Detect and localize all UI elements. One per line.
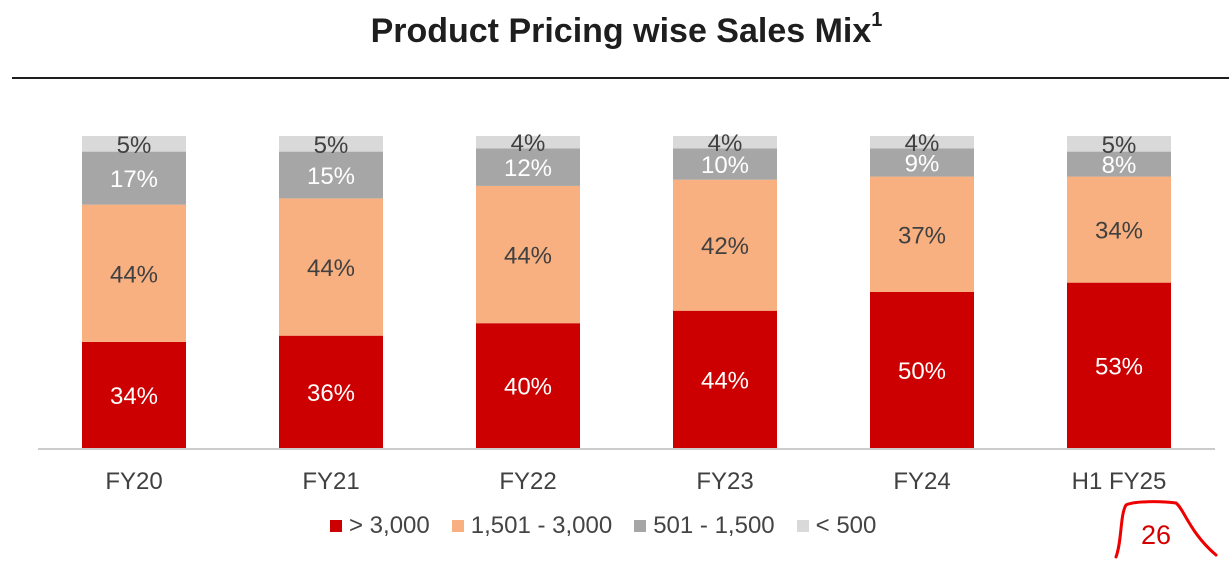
x-tick-label: FY22: [499, 468, 556, 495]
legend-swatch: [452, 520, 464, 532]
data-label: 34%: [1095, 218, 1143, 245]
data-label: 5%: [314, 132, 349, 159]
legend-swatch: [634, 520, 646, 532]
data-label: 44%: [701, 367, 749, 394]
data-label: 50%: [898, 358, 946, 385]
legend-item: 501 - 1,500: [634, 512, 774, 540]
legend-swatch: [330, 520, 342, 532]
data-label: 34%: [110, 383, 158, 410]
legend-item: > 3,000: [330, 512, 430, 540]
data-label: 4%: [708, 130, 743, 157]
legend-item: 1,501 - 3,000: [452, 512, 612, 540]
data-label: 37%: [898, 222, 946, 249]
data-label: 44%: [504, 243, 552, 270]
x-tick-label: FY20: [105, 468, 162, 495]
legend-label: 1,501 - 3,000: [471, 512, 612, 540]
page-number: 26: [1141, 520, 1171, 551]
stacked-bar-chart: 34%44%17%5%FY2036%44%15%5%FY2140%44%12%4…: [0, 0, 1229, 505]
data-label: 53%: [1095, 353, 1143, 380]
data-label: 44%: [110, 261, 158, 288]
x-tick-label: FY23: [696, 468, 753, 495]
legend-label: > 3,000: [349, 512, 430, 540]
data-label: 15%: [307, 163, 355, 190]
legend-item: < 500: [797, 512, 877, 540]
data-label: 36%: [307, 380, 355, 407]
legend-label: < 500: [816, 512, 877, 540]
data-label: 44%: [307, 255, 355, 282]
data-label: 4%: [905, 130, 940, 157]
data-label: 12%: [504, 155, 552, 182]
data-label: 4%: [511, 130, 546, 157]
data-label: 5%: [117, 132, 152, 159]
chart-legend: > 3,000 1,501 - 3,000 501 - 1,500 < 500: [330, 512, 898, 540]
data-label: 5%: [1102, 132, 1137, 159]
legend-label: 501 - 1,500: [653, 512, 774, 540]
data-label: 17%: [110, 166, 158, 193]
x-tick-label: FY21: [302, 468, 359, 495]
x-tick-label: H1 FY25: [1072, 468, 1167, 495]
x-tick-label: FY24: [893, 468, 950, 495]
data-label: 40%: [504, 374, 552, 401]
legend-swatch: [797, 520, 809, 532]
data-label: 42%: [701, 233, 749, 260]
